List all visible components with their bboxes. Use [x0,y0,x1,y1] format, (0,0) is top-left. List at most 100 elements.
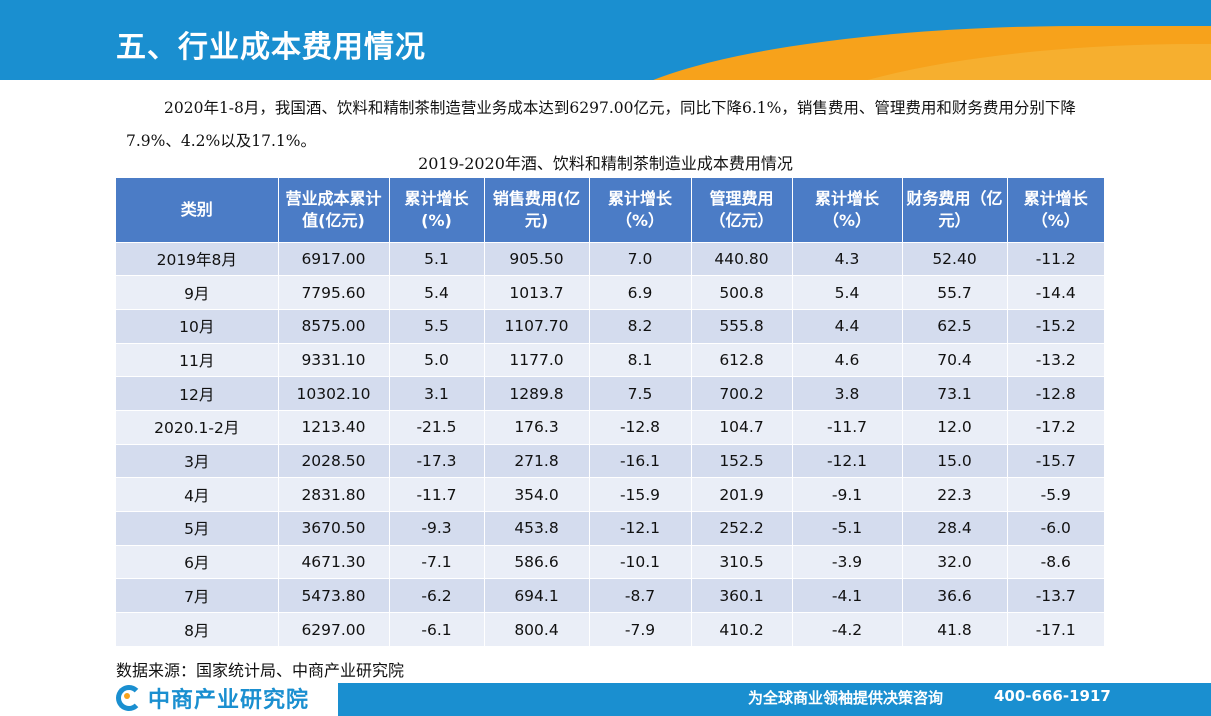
table-cell: -11.7 [792,409,903,445]
table-cell: -12.8 [1007,376,1104,411]
table-cell: 3.1 [389,376,485,411]
table-cell: 555.8 [691,308,793,344]
table-cell: -9.1 [792,477,903,512]
table-cell: -12.1 [589,511,692,546]
table-cell: -9.3 [389,511,485,546]
table-row: 11月 9331.10 5.0 1177.0 8.1 612.8 4.6 70.4 -13.2 [116,342,1104,377]
footer-phone: 400-666-1917 [994,687,1111,705]
table-cell: 70.4 [902,342,1008,377]
table-cell: 440.80 [691,241,793,276]
table-cell: -8.7 [589,578,692,613]
table-cell: 1177.0 [484,342,590,377]
table-cell: 73.1 [902,376,1008,411]
table-cell: 5.5 [389,308,485,344]
table-cell: 612.8 [691,342,793,377]
table-cell: 4.3 [792,241,903,276]
table-title: 2019-2020年酒、饮料和精制茶制造业成本费用情况 [418,154,793,173]
footer-logo: 中商产业研究院 [116,684,310,713]
table-cell: -7.9 [589,612,692,647]
table-cell: 8.1 [589,342,692,377]
table-cell: -14.4 [1007,275,1104,310]
table-cell: -5.9 [1007,477,1104,512]
table-cell: -11.7 [389,477,485,512]
footer-bar [338,683,1211,716]
table-cell: 3月 [116,443,279,478]
table-header-cell: 管理费用（亿元） [691,178,793,242]
table-cell: 2019年8月 [116,241,279,276]
table-cell: 55.7 [902,275,1008,310]
table-cell: 2028.50 [278,443,390,478]
table-header-cell: 累计增长（%） [589,178,692,242]
table-cell: 7月 [116,578,279,613]
table-cell: 5.4 [389,275,485,310]
table-header-cell: 累计增长（%） [792,178,903,242]
table-cell: 5月 [116,511,279,546]
table-cell: 4.6 [792,342,903,377]
company-logo-icon [116,685,142,711]
table-header-row: 类别 营业成本累计值(亿元) 累计增长(%) 销售费用(亿元) 累计增长（%） 管理费用（… [116,178,1104,242]
footer-slogan: 为全球商业领袖提供决策咨询 [748,689,944,707]
table-cell: 271.8 [484,443,590,478]
table-cell: -6.0 [1007,511,1104,546]
table-cell: -12.1 [792,443,903,478]
table-cell: 4671.30 [278,544,390,579]
table-cell: 1107.70 [484,308,590,344]
cost-table: 类别 营业成本累计值(亿元) 累计增长(%) 销售费用(亿元) 累计增长（%） 管理费用（… [116,178,1104,647]
table-cell: 3.8 [792,376,903,411]
table-cell: 694.1 [484,578,590,613]
table-cell: 8月 [116,612,279,647]
table-cell: -15.9 [589,477,692,512]
table-cell: 104.7 [691,409,793,445]
table-row: 4月 2831.80 -11.7 354.0 -15.9 201.9 -9.1 22.3 -5.… [116,477,1104,512]
company-logo-text: 中商产业研究院 [148,688,310,713]
table-row: 5月 3670.50 -9.3 453.8 -12.1 252.2 -5.1 28.4 -6.0 [116,511,1104,546]
table-cell: 10302.10 [278,376,390,411]
table-cell: 7.5 [589,376,692,411]
table-row: 12月 10302.10 3.1 1289.8 7.5 700.2 3.8 73.1 -12.8 [116,376,1104,411]
table-cell: -15.2 [1007,308,1104,344]
table-cell: 152.5 [691,443,793,478]
table-cell: 1013.7 [484,275,590,310]
table-body: 2019年8月 6917.00 5.1 905.50 7.0 440.80 4.3 52.40… [116,241,1104,647]
table-cell: 800.4 [484,612,590,647]
table-header-cell: 累计增长（%） [1007,178,1104,242]
table-row: 9月 7795.60 5.4 1013.7 6.9 500.8 5.4 55.7 -14.4 [116,275,1104,310]
table-cell: 11月 [116,342,279,377]
table-cell: -13.7 [1007,578,1104,613]
table-cell: 10月 [116,308,279,344]
table-cell: 52.40 [902,241,1008,276]
table-cell: -12.8 [589,409,692,445]
table-cell: 9331.10 [278,342,390,377]
table-cell: 4月 [116,477,279,512]
table-cell: 12月 [116,376,279,411]
table-row: 7月 5473.80 -6.2 694.1 -8.7 360.1 -4.1 36.6 -13.7 [116,578,1104,613]
table-cell: 5473.80 [278,578,390,613]
table-row: 2019年8月 6917.00 5.1 905.50 7.0 440.80 4.3 52.40… [116,241,1104,276]
table-cell: 310.5 [691,544,793,579]
table-cell: -4.2 [792,612,903,647]
table-cell: 28.4 [902,511,1008,546]
table-cell: -15.7 [1007,443,1104,478]
table-cell: 4.4 [792,308,903,344]
table-cell: 62.5 [902,308,1008,344]
table-cell: -4.1 [792,578,903,613]
data-source: 数据来源：国家统计局、中商产业研究院 [116,661,405,680]
table-cell: 176.3 [484,409,590,445]
table-cell: 201.9 [691,477,793,512]
table-cell: 12.0 [902,409,1008,445]
table-cell: 1289.8 [484,376,590,411]
table-cell: 410.2 [691,612,793,647]
table-cell: 22.3 [902,477,1008,512]
table-cell: 7.0 [589,241,692,276]
table-cell: 9月 [116,275,279,310]
page-title: 五、行业成本费用情况 [116,30,426,65]
table-cell: 5.1 [389,241,485,276]
table-cell: 41.8 [902,612,1008,647]
table-cell: -6.1 [389,612,485,647]
table-row: 2020.1-2月 1213.40 -21.5 176.3 -12.8 104.7 -11.… [116,409,1104,445]
table-cell: 2020.1-2月 [116,409,279,445]
table-cell: 5.4 [792,275,903,310]
table-cell: 252.2 [691,511,793,546]
table-cell: 7795.60 [278,275,390,310]
table-cell: 700.2 [691,376,793,411]
